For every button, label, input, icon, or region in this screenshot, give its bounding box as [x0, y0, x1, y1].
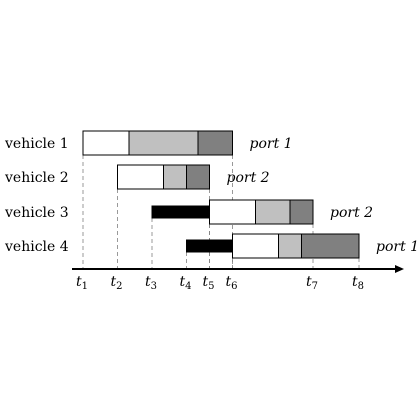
port-label: port 2: [227, 170, 270, 186]
segment-bar: [209, 199, 256, 225]
vehicle-bars: [82, 130, 360, 259]
axis-arrow-icon: [395, 265, 404, 273]
segment-bar: [117, 164, 164, 190]
vehicle-labels: vehicle 1 vehicle 2 vehicle 3 vehicle 4: [4, 136, 69, 255]
vehicle-label: vehicle 3: [4, 205, 69, 221]
port-label: port 1: [250, 136, 293, 152]
port-label: port 2: [330, 205, 373, 221]
segment-bar: [197, 130, 233, 156]
segment-bar: [289, 199, 314, 225]
tick-label: t6: [226, 274, 238, 292]
tick-label: t7: [306, 274, 318, 292]
vehicle-label: vehicle 1: [4, 136, 69, 152]
wait-bar: [151, 205, 210, 219]
tick-label: t8: [352, 274, 364, 292]
segment-bar: [163, 164, 187, 190]
port-label: port 1: [376, 239, 419, 255]
segment-bar: [186, 164, 210, 190]
tick-label: t2: [111, 274, 123, 292]
vehicle-label: vehicle 2: [4, 170, 69, 186]
time-ticks: t1 t2 t3 t4 t5 t6 t7 t8: [76, 274, 364, 292]
segment-bar: [82, 130, 130, 156]
segment-bar: [255, 199, 291, 225]
vehicle-label: vehicle 4: [4, 239, 69, 255]
tick-label: t1: [76, 274, 88, 292]
port-labels: port 1 port 2 port 2 port 1: [227, 136, 420, 255]
segment-bar: [232, 233, 279, 259]
segment-bar: [278, 233, 302, 259]
tick-label: t4: [180, 274, 192, 292]
tick-label: t5: [203, 274, 215, 292]
segment-bar: [301, 233, 360, 259]
tick-label: t3: [145, 274, 157, 292]
segment-bar: [128, 130, 199, 156]
time-axis: [72, 265, 404, 273]
wait-bar: [186, 239, 233, 253]
